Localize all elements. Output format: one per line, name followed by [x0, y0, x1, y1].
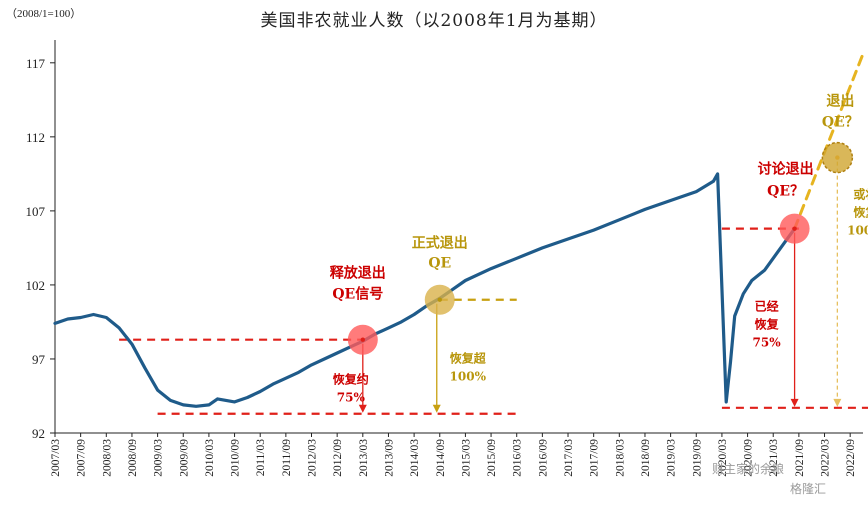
recovery-arrow-head: [432, 404, 441, 413]
recovery-note: 或将: [853, 187, 868, 202]
x-tick-label: 2014/09: [435, 439, 447, 477]
x-tick-label: 2021/09: [794, 439, 806, 477]
x-tick-label: 2013/09: [383, 439, 395, 477]
x-tick-label: 2018/03: [614, 439, 626, 477]
y-tick-label: 107: [26, 204, 46, 219]
recovery-note: 75%: [337, 391, 366, 405]
y-tick-label: 112: [26, 130, 45, 145]
event-marker-dot: [792, 226, 797, 231]
x-tick-label: 2020/03: [717, 439, 729, 477]
y-tick-label: 97: [32, 352, 46, 367]
event-label: QE？: [822, 115, 859, 131]
x-tick-label: 2013/03: [358, 439, 370, 477]
x-tick-label: 2019/09: [691, 439, 703, 477]
event-label: 释放退出: [330, 265, 386, 282]
event-marker-dot: [835, 155, 840, 160]
x-tick-label: 2008/03: [101, 439, 113, 477]
x-tick-label: 2009/03: [153, 439, 165, 477]
y-tick-label: 102: [26, 278, 46, 293]
x-tick-label: 2014/03: [409, 439, 421, 477]
x-tick-label: 2022/09: [845, 439, 857, 477]
event-marker-dot: [360, 337, 366, 342]
x-tick-label: 2016/09: [537, 439, 549, 477]
watermark-source: 格隆汇: [790, 482, 827, 496]
x-tick-label: 2022/03: [820, 439, 832, 477]
recovery-note: 100%: [847, 224, 868, 238]
event-label: 正式退出: [412, 235, 468, 252]
x-tick-label: 2015/03: [460, 439, 472, 477]
watermark-text: 财主家的余粮: [712, 462, 785, 476]
x-tick-label: 2007/03: [50, 439, 62, 477]
x-tick-label: 2009/09: [178, 439, 190, 477]
recovery-note: 100%: [450, 370, 487, 384]
x-tick-label: 2010/09: [230, 439, 242, 477]
x-tick-label: 2020/09: [743, 439, 755, 477]
x-tick-label: 2015/09: [486, 439, 498, 477]
chart-title: 美国非农就业人数（以2008年1月为基期）: [260, 11, 608, 31]
x-tick-label: 2017/03: [563, 439, 575, 477]
event-label: QE？: [767, 184, 804, 200]
x-tick-label: 2007/09: [76, 439, 88, 477]
recovery-note: 75%: [753, 336, 782, 350]
employment-line: [53, 172, 797, 408]
recovery-arrow-head: [833, 398, 842, 407]
recovery-note: 恢复约: [333, 372, 369, 387]
x-tick-label: 2012/09: [332, 439, 344, 477]
recovery-note: 恢复: [755, 317, 780, 332]
recovery-note: 恢复超: [450, 351, 487, 366]
y-axis-unit-label: （2008/1=100）: [6, 8, 82, 20]
x-tick-label: 2011/03: [255, 439, 267, 477]
event-marker-dot: [437, 297, 442, 302]
recovery-note: 恢复: [853, 205, 868, 220]
x-tick-label: 2016/03: [512, 439, 524, 477]
x-tick-label: 2008/09: [127, 439, 139, 477]
event-label: 讨论退出: [758, 161, 814, 178]
x-tick-label: 2011/09: [281, 439, 293, 477]
x-tick-label: 2012/03: [307, 439, 319, 477]
recovery-arrow-head: [358, 404, 367, 413]
recovery-arrow-head: [790, 398, 799, 407]
event-label: QE信号: [332, 286, 383, 303]
recovery-note: 已经: [755, 299, 779, 314]
event-label: QE: [428, 256, 451, 272]
x-tick-label: 2010/03: [204, 439, 216, 477]
x-tick-label: 2021/03: [768, 439, 780, 477]
y-tick-label: 117: [26, 56, 46, 71]
y-tick-label: 92: [32, 426, 45, 441]
projection-line: [793, 52, 865, 231]
event-label: 退出: [826, 93, 854, 110]
x-tick-label: 2018/09: [640, 439, 652, 477]
x-tick-label: 2019/03: [666, 439, 678, 477]
x-tick-label: 2017/09: [589, 439, 601, 477]
